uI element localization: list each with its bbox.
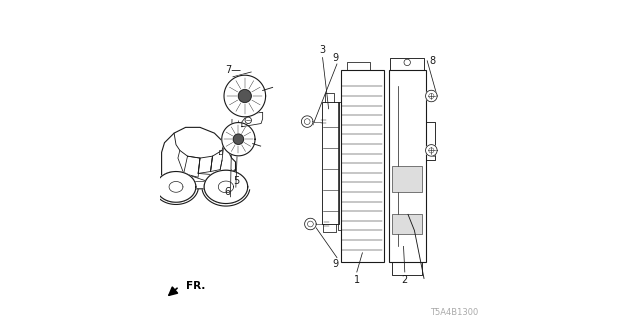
Circle shape [426, 90, 437, 102]
Text: 8: 8 [429, 56, 435, 66]
Circle shape [224, 75, 266, 117]
Text: FR.: FR. [186, 281, 205, 292]
Text: 8: 8 [429, 148, 435, 159]
Polygon shape [242, 112, 262, 127]
Text: 3: 3 [319, 44, 326, 55]
Bar [392, 214, 422, 234]
Circle shape [426, 145, 437, 156]
Text: 5: 5 [233, 176, 239, 186]
Text: T5A4B1300: T5A4B1300 [430, 308, 479, 317]
Bar [322, 102, 339, 224]
Circle shape [238, 90, 252, 102]
Text: 9: 9 [332, 52, 339, 63]
Bar [340, 70, 384, 262]
Circle shape [245, 117, 252, 124]
Text: 9: 9 [332, 259, 339, 269]
Text: 1: 1 [354, 275, 360, 285]
Circle shape [307, 221, 314, 227]
Text: 7—: 7— [225, 65, 241, 76]
Text: 6: 6 [224, 187, 230, 197]
Bar [388, 70, 426, 262]
Circle shape [404, 59, 410, 66]
Circle shape [305, 119, 310, 124]
Ellipse shape [156, 172, 196, 202]
Circle shape [222, 123, 255, 156]
Circle shape [429, 93, 434, 99]
Text: 2: 2 [402, 275, 408, 285]
Ellipse shape [204, 170, 248, 204]
Circle shape [301, 116, 313, 127]
Circle shape [233, 134, 244, 144]
Circle shape [429, 148, 434, 153]
Bar [392, 166, 422, 192]
Circle shape [305, 218, 316, 230]
Text: 4: 4 [244, 144, 250, 154]
